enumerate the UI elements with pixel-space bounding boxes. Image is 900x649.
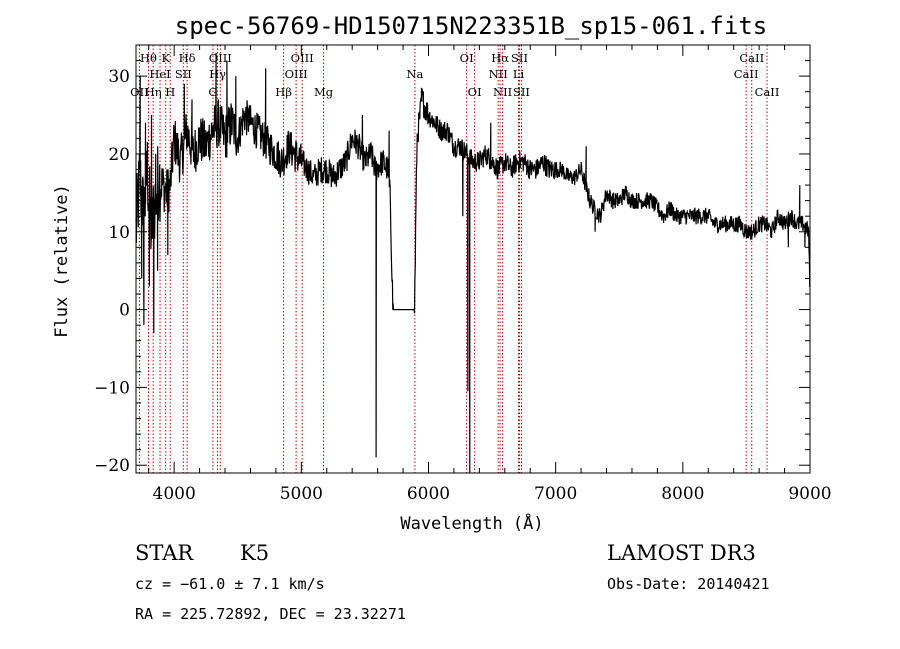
spectral-line-label: Hδ (179, 51, 196, 65)
spectral-line-markers (138, 45, 768, 473)
spectral-line-label: SII (513, 85, 530, 99)
y-tick-label: −20 (94, 456, 130, 476)
spectral-line-label: K (161, 51, 170, 65)
spectral-line-label: Hα (491, 51, 509, 65)
x-axis-tick-labels: 4000 5000 6000 7000 8000 9000 (153, 484, 832, 504)
chart-title: spec-56769-HD150715N223351B_sp15-061.fit… (175, 12, 767, 40)
spectral-line-label: Na (406, 67, 423, 81)
x-axis-label: Wavelength (Å) (400, 512, 543, 534)
plot-frame (135, 44, 811, 474)
spectral-line-label: OII (130, 85, 149, 99)
spectral-line-label: NII (489, 67, 508, 81)
spectral-line-label: OI (468, 85, 482, 99)
y-tick-label: 20 (108, 145, 130, 165)
spectrum-series (135, 52, 811, 474)
spectral-line-label: CaII (734, 67, 759, 81)
spectral-line-label: Hβ (275, 85, 292, 99)
spectral-line-label: OI (460, 51, 474, 65)
survey-name: LAMOST DR3 (607, 541, 756, 565)
spectrum-line (135, 52, 811, 474)
spectral-line-label: Hθ (140, 51, 157, 65)
spectral-line-label: G (208, 85, 217, 99)
spectral-line-label: HeI (149, 67, 170, 81)
spectral-line-label: OIII (209, 51, 232, 65)
y-tick-label: 10 (108, 223, 130, 243)
spectral-line-label: Hγ (209, 67, 226, 81)
spectral-line-label: SII (175, 67, 192, 81)
spectral-line-label: CaII (739, 51, 764, 65)
spectral-line-label: NII (493, 85, 512, 99)
y-tick-label: 0 (119, 301, 130, 321)
spectral-line-label: Li (513, 67, 525, 81)
x-tick-label: 9000 (788, 484, 831, 504)
x-tick-label: 8000 (661, 484, 704, 504)
spectral-line-label: OIII (291, 51, 314, 65)
radial-velocity: cz = −61.0 ± 7.1 km/s (135, 575, 325, 593)
y-tick-label: −10 (94, 378, 130, 398)
y-axis-label: Flux (relative) (52, 184, 72, 338)
spectral-line-label: CaII (755, 85, 780, 99)
object-subclass: K5 (240, 541, 269, 565)
axis-ticks (136, 44, 811, 473)
spectral-line-label: Mg (314, 85, 334, 99)
spectral-line-label: H (165, 85, 175, 99)
x-tick-label: 4000 (153, 484, 196, 504)
y-axis-tick-labels: −20 −10 0 10 20 30 (94, 67, 130, 476)
y-tick-label: 30 (108, 67, 130, 87)
x-tick-label: 7000 (534, 484, 577, 504)
x-tick-label: 6000 (407, 484, 450, 504)
x-tick-label: 5000 (280, 484, 323, 504)
spectral-line-label: OIII (285, 67, 308, 81)
object-class: STAR (135, 541, 194, 565)
spectral-line-label: SII (511, 51, 528, 65)
observation-date: Obs-Date: 20140421 (607, 575, 770, 593)
sky-coordinates: RA = 225.72892, DEC = 23.32271 (135, 605, 406, 623)
spectral-line-label: Hη (145, 85, 162, 99)
